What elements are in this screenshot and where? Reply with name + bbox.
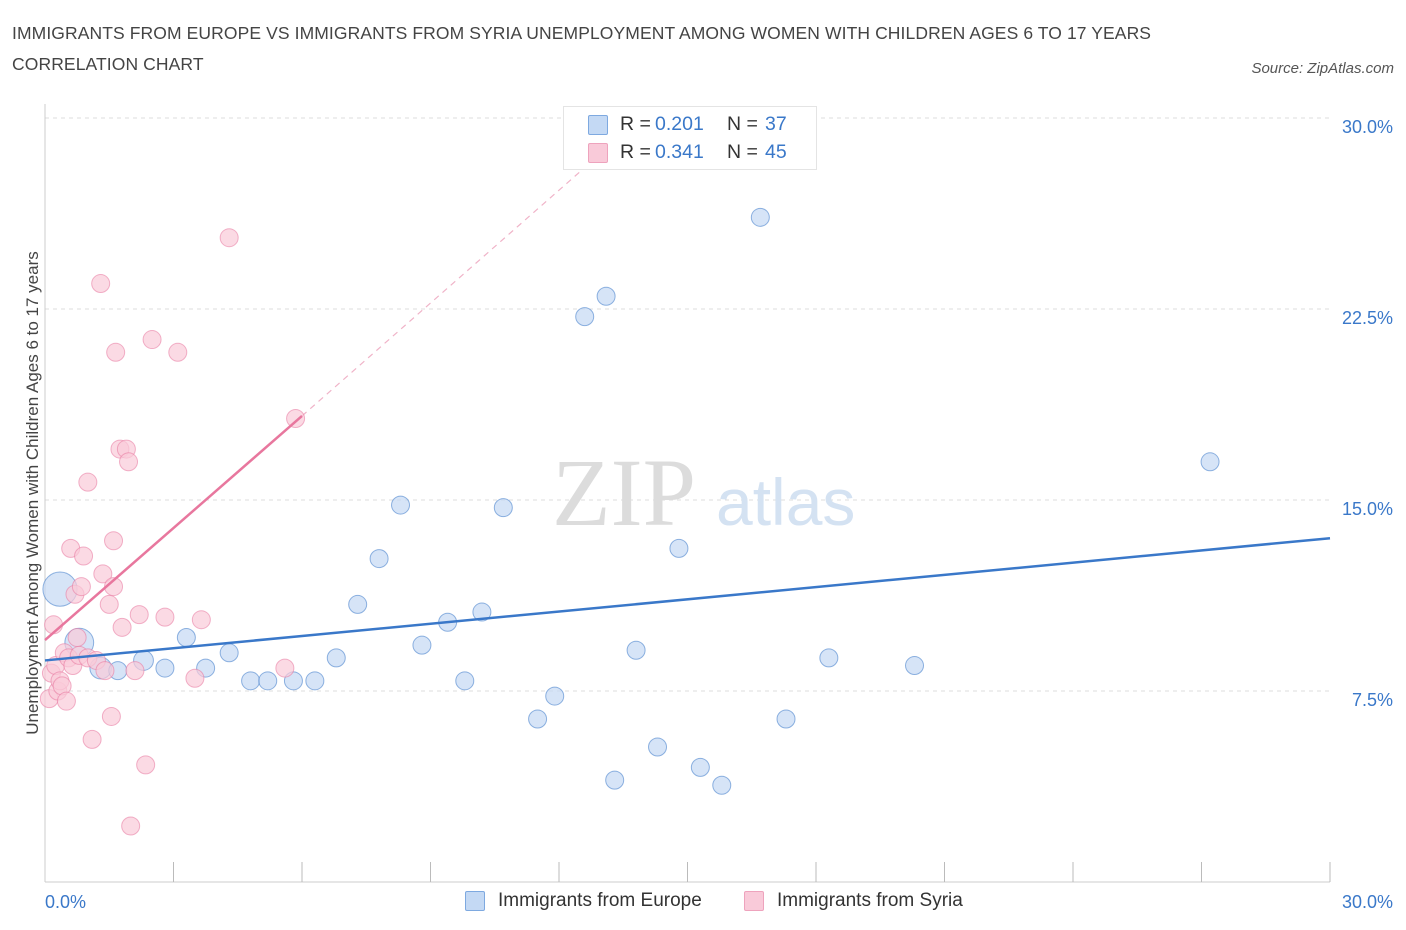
syria-point [191,610,211,630]
syria-point [286,409,306,429]
syria-point [82,729,102,749]
syria-point [275,658,295,678]
europe-point [219,643,239,663]
syria-point [74,546,94,566]
source-label: Source: ZipAtlas.com [1251,60,1394,77]
syria-point [168,342,188,362]
series-label-europe: Immigrants from Europe [498,890,702,911]
series-swatch-europe [465,891,485,911]
europe-point [905,656,925,676]
y-tick-label: 15.0% [1342,499,1393,519]
syria-point [91,274,111,294]
syria-trend-extension [301,163,590,417]
europe-point [596,286,616,306]
legend-swatch-europe [588,115,608,135]
europe-point [176,628,196,648]
syria-point [219,228,239,248]
syria-point [95,661,115,681]
syria-point [125,661,145,681]
europe-point [776,709,796,729]
y-tick-label: 30.0% [1342,117,1393,137]
legend-r-value: 0.341 [655,141,704,163]
correlation-legend: R = 0.201 N = 37 R = 0.341 N = 45 [563,106,817,170]
europe-trend-line [44,536,1331,662]
legend-r-label: R = [620,141,651,163]
europe-point [391,495,411,515]
europe-point [819,648,839,668]
europe-point [690,757,710,777]
europe-point [528,709,548,729]
axes [44,104,1331,883]
europe-point [369,549,389,569]
europe-point [648,737,668,757]
europe-point [545,686,565,706]
europe-point [348,594,368,614]
europe-point [626,640,646,660]
europe-point [305,671,325,691]
syria-trend-line [44,415,303,642]
europe-point [605,770,625,790]
x-tick-label: 30.0% [1342,892,1393,912]
data-points [39,207,1331,836]
syria-point [78,472,98,492]
syria-point [71,577,91,597]
europe-point [455,671,475,691]
legend-row-syria: R = 0.341 N = 45 [564,139,816,167]
legend-n-value: 37 [765,113,787,135]
syria-point [101,706,121,726]
legend-r-label: R = [620,113,651,135]
syria-point [93,564,113,584]
syria-point [106,342,126,362]
europe-point [326,648,346,668]
syria-point [67,628,87,648]
x-tick-label: 0.0% [45,892,86,912]
syria-point [136,755,156,775]
legend-n-label: N = [727,141,758,163]
syria-point [119,452,139,472]
europe-point [472,602,492,622]
y-tick-label: 7.5% [1352,690,1393,710]
syria-point [121,816,141,836]
europe-point [241,671,261,691]
europe-point [669,538,689,558]
syria-point [56,691,76,711]
syria-point [112,617,132,637]
watermark-atlas: atlas [716,465,855,539]
legend-n-label: N = [727,113,758,135]
europe-point [575,307,595,327]
gridlines [45,117,1330,692]
legend-row-europe: R = 0.201 N = 37 [564,111,816,139]
syria-point [99,594,119,614]
trend-lines [301,163,590,417]
syria-point [104,531,124,551]
y-tick-label: 22.5% [1342,308,1393,328]
series-label-syria: Immigrants from Syria [777,890,963,911]
europe-point [493,498,513,518]
chart-title: IMMIGRANTS FROM EUROPE VS IMMIGRANTS FRO… [12,23,1152,74]
series-swatch-syria [744,891,764,911]
watermark-zip: ZIP [552,439,696,546]
syria-point [185,668,205,688]
europe-point [712,775,732,795]
y-axis-label: Unemployment Among Women with Children A… [23,251,42,735]
europe-point [750,207,770,227]
legend-n-value: 45 [765,141,787,163]
europe-point [258,671,278,691]
syria-point [129,605,149,625]
syria-point [155,607,175,627]
legend-swatch-syria [588,143,608,163]
europe-point [1200,452,1220,472]
axis-labels: 7.5% 15.0% 22.5% 30.0% 0.0% 30.0% [45,117,1393,912]
europe-point [412,635,432,655]
syria-point [142,330,162,350]
legend-r-value: 0.201 [655,113,704,135]
europe-point [155,658,175,678]
